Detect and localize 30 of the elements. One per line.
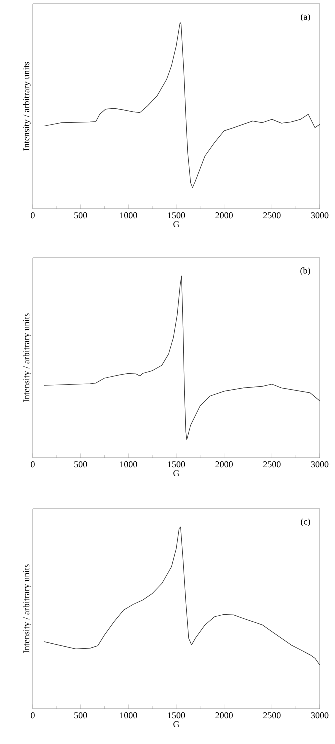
x-axis-title: G: [174, 470, 180, 477]
x-axis-title: G: [174, 221, 180, 228]
x-tick-label: 2500: [264, 212, 281, 219]
x-axis-title: G: [174, 721, 180, 728]
x-tick-label: 2000: [216, 212, 233, 219]
y-axis-title: Intensity / arbitrary units: [23, 314, 32, 402]
x-tick-label: 1000: [120, 712, 138, 719]
x-tick-label: 3000: [311, 462, 329, 468]
x-tick-label: 3000: [311, 712, 329, 719]
text: (c): [301, 518, 310, 527]
x-tick-label: 1500: [168, 212, 186, 219]
text: (b): [300, 268, 310, 276]
x-tick-label: 500: [74, 462, 88, 468]
y-axis-title: Intensity / arbitrary units: [23, 62, 32, 151]
x-tick-label: 500: [74, 212, 88, 219]
x-tick-label: 1500: [168, 462, 186, 468]
x-tick-label: 1500: [168, 712, 186, 719]
x-tick-label: 0: [31, 712, 35, 719]
x-tick-label: 1000: [120, 462, 138, 468]
x-tick-label: 2000: [216, 712, 233, 719]
y-axis-title: Intensity / arbitrary units: [23, 564, 32, 654]
x-tick-label: 500: [74, 712, 88, 719]
x-tick-label: 0: [31, 462, 35, 468]
x-tick-label: 2500: [264, 462, 281, 468]
x-tick-label: 1000: [120, 212, 138, 219]
text: (a): [301, 14, 310, 22]
x-tick-label: 3000: [311, 212, 329, 219]
x-tick-label: 0: [31, 212, 35, 219]
x-tick-label: 2500: [264, 712, 281, 719]
x-tick-label: 2000: [216, 462, 233, 468]
